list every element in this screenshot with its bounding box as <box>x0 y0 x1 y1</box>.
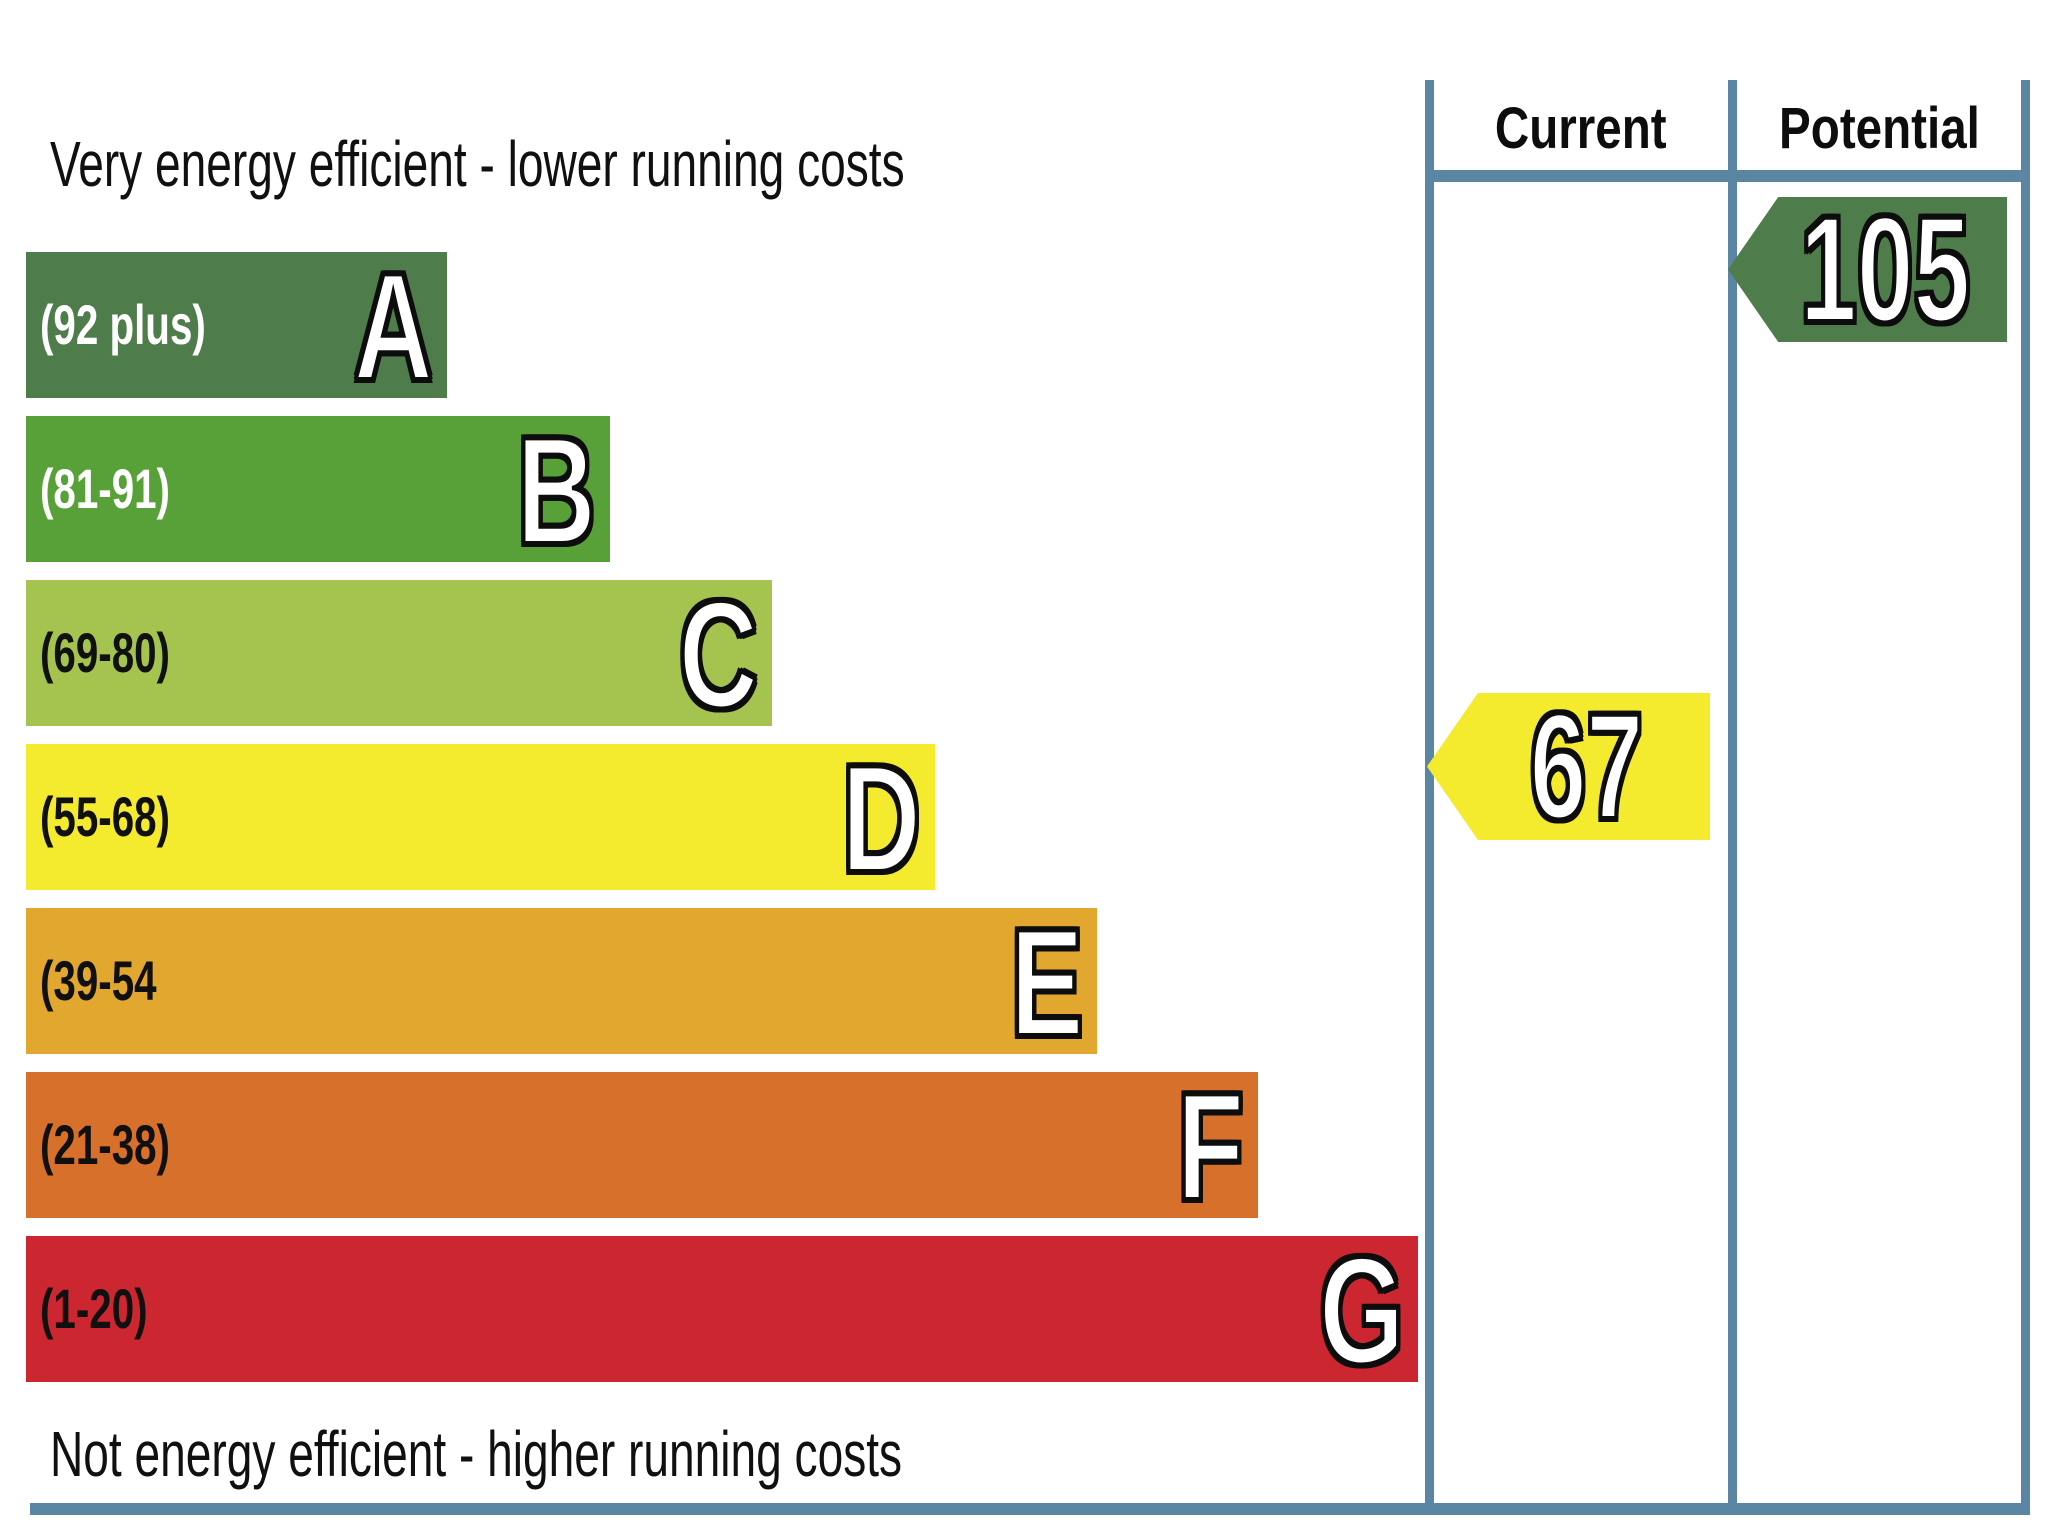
band-letter: A <box>353 242 435 412</box>
band-range-label: (39-54 <box>40 949 157 1012</box>
bottom-axis-caption-text: Not energy efficient - higher running co… <box>50 1418 903 1490</box>
rating-band-c: (69-80) C <box>26 570 772 740</box>
potential-rating-value: 105 <box>1799 185 1972 353</box>
band-range-label: (92 plus) <box>40 293 206 356</box>
band-letter: C <box>678 570 760 740</box>
rating-band-d: (55-68) D <box>26 734 935 904</box>
bottom-axis-caption: Not energy efficient - higher running co… <box>50 1418 1233 1490</box>
band-range-label: (21-38) <box>40 1113 170 1176</box>
top-axis-caption-text: Very energy efficient - lower running co… <box>50 128 905 200</box>
table-border-middle <box>1728 80 1737 1515</box>
potential-column-header: Potential <box>1737 88 2021 170</box>
table-border-left <box>1425 80 1434 1515</box>
rating-band-a: (92 plus) A <box>26 242 447 412</box>
band-letter: D <box>841 734 923 904</box>
potential-column-header-text: Potential <box>1778 96 1980 161</box>
band-range-label: (69-80) <box>40 621 170 684</box>
table-border-right <box>2021 80 2030 1515</box>
band-letter: G <box>1317 1226 1405 1396</box>
band-range-label: (55-68) <box>40 785 170 848</box>
current-rating-arrow: 67 <box>1427 693 1710 840</box>
band-letter: E <box>1009 898 1085 1068</box>
band-letter: B <box>516 406 598 576</box>
chart-bottom-line <box>30 1503 2030 1515</box>
rating-band-b: (81-91) B <box>26 406 610 576</box>
current-column-header: Current <box>1434 88 1728 170</box>
current-rating-value: 67 <box>1528 682 1644 850</box>
band-letter: F <box>1176 1062 1246 1232</box>
rating-band-g: (1-20) G <box>26 1226 1418 1396</box>
rating-band-e: (39-54 E <box>26 898 1097 1068</box>
header-separator-line <box>1425 170 2030 182</box>
band-range-label: (81-91) <box>40 457 170 520</box>
rating-band-f: (21-38) F <box>26 1062 1258 1232</box>
top-axis-caption: Very energy efficient - lower running co… <box>50 128 1237 200</box>
current-column-header-text: Current <box>1495 96 1667 161</box>
potential-rating-arrow: 105 <box>1728 197 2007 342</box>
band-range-label: (1-20) <box>40 1277 148 1340</box>
